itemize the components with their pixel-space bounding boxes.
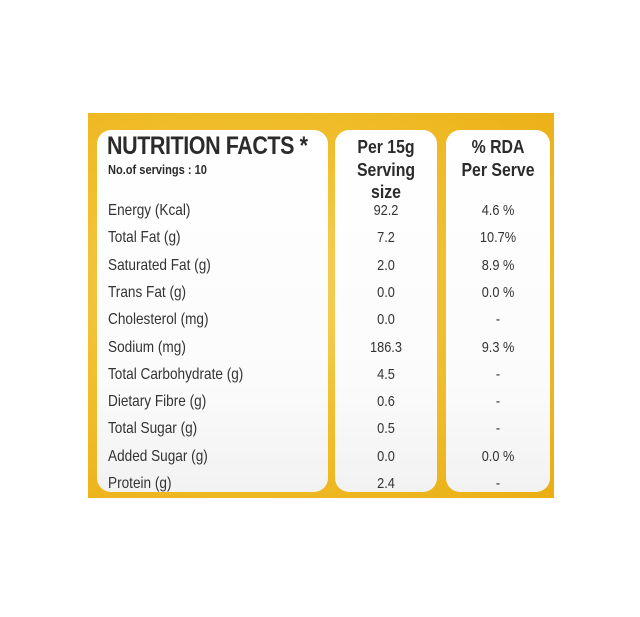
per-serving-header-line1: Per 15g (357, 137, 415, 157)
rda-value: - (495, 475, 501, 492)
nutrient-label: Cholesterol (mg) (108, 311, 209, 328)
rda-value: 8.9 % (481, 257, 515, 274)
nutrient-label: Dietary Fibre (g) (108, 393, 207, 410)
rda-header-line2: Per Serve (461, 160, 535, 180)
per-serving-value: 0.0 (377, 311, 395, 328)
nutrient-label: Added Sugar (g) (108, 448, 208, 465)
nutrient-label: Total Carbohydrate (g) (108, 366, 244, 383)
nutrition-facts-panel: NUTRITION FACTS * No.of servings : 10 En… (88, 113, 554, 498)
per-serving-value: 186.3 (370, 339, 402, 356)
nutrient-label: Total Sugar (g) (108, 420, 198, 437)
nutrition-title: NUTRITION FACTS * (107, 132, 308, 160)
per-serving-value: 0.5 (377, 420, 395, 437)
per-serving-value: 0.6 (377, 393, 395, 410)
nutrient-label: Saturated Fat (g) (108, 257, 211, 274)
nutrient-label: Trans Fat (g) (108, 284, 187, 301)
rda-value: 0.0 % (481, 284, 515, 301)
rda-value: - (495, 311, 501, 328)
rda-value: 10.7% (479, 229, 517, 246)
per-serving-header-line2: Serving size (356, 160, 416, 202)
per-serving-value: 2.0 (377, 257, 395, 274)
rda-value: 0.0 % (481, 448, 515, 465)
per-serving-value: 7.2 (377, 229, 395, 246)
per-serving-value: 92.2 (373, 202, 399, 219)
rda-header-line1: % RDA (471, 137, 525, 157)
per-serving-column: Per 15g Serving size 92.2 7.2 2.0 0.0 0.0 186… (335, 130, 437, 492)
rda-value: - (495, 393, 501, 410)
per-serving-value: 2.4 (377, 475, 395, 492)
rda-column: % RDA Per Serve 4.6 % 10.7% 8.9 % 0.0 % - 9.3… (446, 130, 550, 492)
nutrient-label: Energy (Kcal) (108, 202, 191, 219)
per-serving-value: 0.0 (377, 448, 395, 465)
rda-value: - (495, 366, 501, 383)
nutrient-column: NUTRITION FACTS * No.of servings : 10 En… (97, 130, 328, 492)
nutrient-label: Sodium (mg) (108, 339, 186, 356)
nutrient-label: Total Fat (g) (108, 229, 181, 246)
rda-value: 4.6 % (481, 202, 515, 219)
nutrient-label: Protein (g) (108, 475, 172, 492)
rda-value: 9.3 % (481, 339, 515, 356)
rda-value: - (495, 420, 501, 437)
per-serving-value: 0.0 (377, 284, 395, 301)
servings-count: No.of servings : 10 (108, 162, 207, 177)
per-serving-value: 4.5 (377, 366, 395, 383)
